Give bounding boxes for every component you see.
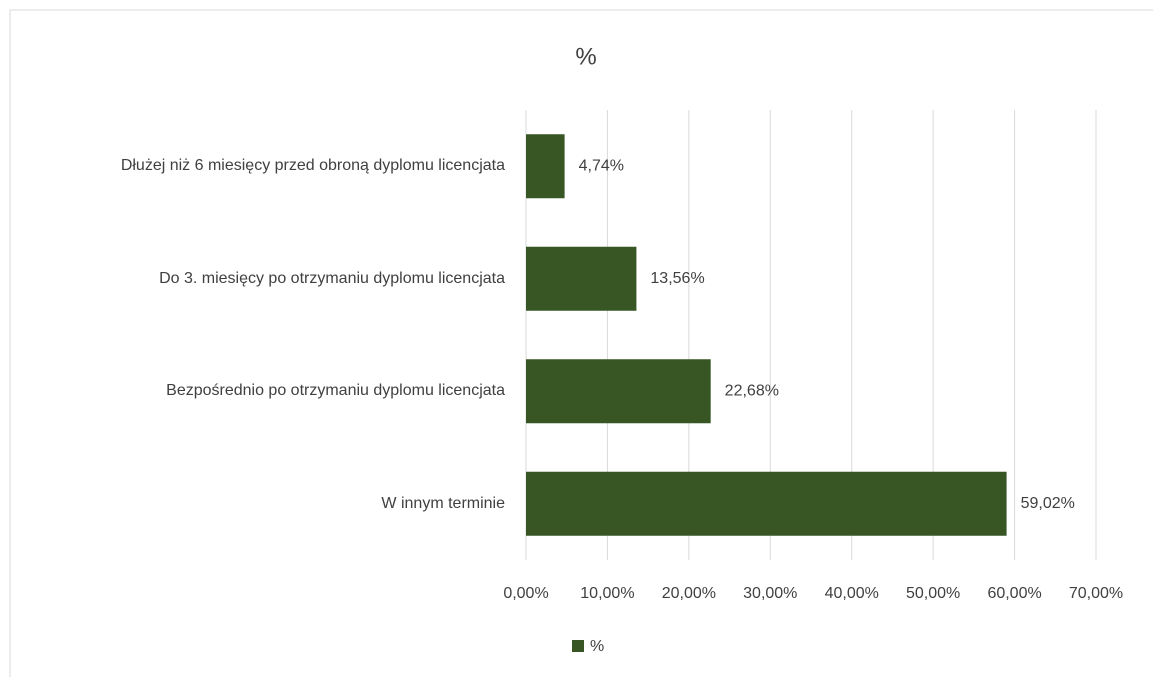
- x-tick-label: 10,00%: [580, 585, 634, 602]
- legend-swatch: [572, 640, 584, 652]
- y-tick-label: Bezpośrednio po otrzymaniu dyplomu licen…: [166, 382, 505, 400]
- x-tick-label: 30,00%: [743, 585, 797, 602]
- y-tick-label: Dłużej niż 6 miesięcy przed obroną dyplo…: [120, 157, 505, 175]
- category-label-box: Bezpośrednio po otrzymaniu dyplomu licen…: [166, 351, 505, 431]
- category-label-box: W innym terminie: [381, 464, 505, 544]
- legend-label: %: [590, 638, 604, 655]
- data-label: 4,74%: [579, 157, 624, 174]
- x-tick-label: 0,00%: [503, 585, 548, 602]
- x-tick-label: 70,00%: [1069, 585, 1123, 602]
- x-tick-label: 20,00%: [662, 585, 716, 602]
- bar: [526, 134, 565, 199]
- x-tick-label: 60,00%: [987, 585, 1041, 602]
- chart-title: %: [575, 43, 596, 70]
- x-tick-label: 50,00%: [906, 585, 960, 602]
- bar: [526, 359, 711, 424]
- bar: [526, 246, 637, 311]
- data-label: 13,56%: [650, 270, 704, 287]
- data-label: 22,68%: [725, 382, 779, 399]
- chart-border: [9, 9, 1153, 677]
- category-label-box: Do 3. miesięcy po otrzymaniu dyplomu lic…: [159, 239, 505, 319]
- x-tick-label: 40,00%: [825, 585, 879, 602]
- data-label: 59,02%: [1021, 495, 1075, 512]
- category-label-box: Dłużej niż 6 miesięcy przed obroną dyplo…: [121, 126, 505, 206]
- y-tick-label: Do 3. miesięcy po otrzymaniu dyplomu lic…: [159, 269, 505, 287]
- bar: [526, 471, 1007, 536]
- y-tick-label: W innym terminie: [381, 494, 505, 512]
